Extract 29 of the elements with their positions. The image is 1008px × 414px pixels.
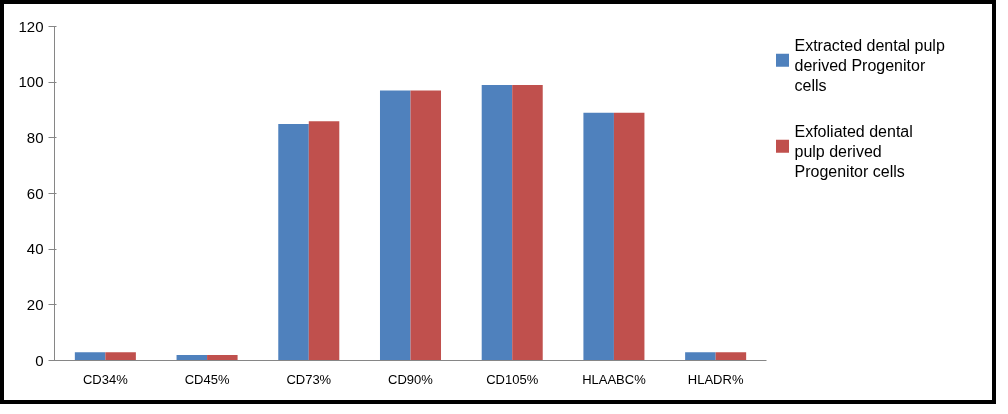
bar	[583, 112, 614, 361]
bar	[512, 84, 543, 361]
bar	[207, 354, 238, 361]
y-tick-label: 0	[35, 351, 44, 369]
x-tick-label: CD45%	[184, 371, 230, 387]
bar	[613, 112, 645, 361]
y-tick-label: 80	[26, 128, 44, 146]
y-tick-label: 40	[26, 240, 44, 258]
x-tick-label: HLADR%	[687, 371, 744, 387]
y-tick-label: 60	[26, 184, 44, 202]
bar	[105, 352, 136, 361]
bar	[410, 90, 442, 361]
y-tick-label: 120	[18, 17, 44, 35]
bar	[308, 121, 340, 361]
x-tick-label: CD90%	[388, 371, 434, 387]
y-tick-label: 20	[26, 295, 44, 313]
legend-label: Exfoliated dental pulp derived Progenitor cells	[794, 123, 913, 180]
y-tick-label: 100	[18, 73, 44, 91]
bar	[481, 84, 513, 361]
x-tick-label: CD105%	[486, 371, 539, 387]
legend-label: Extracted dental pulp derived Progenitor cells	[794, 37, 945, 94]
x-tick-label: CD34%	[82, 371, 129, 387]
bar	[715, 352, 747, 361]
x-tick-label: HLAABC%	[582, 371, 647, 387]
bar	[74, 352, 106, 361]
bar	[685, 352, 716, 361]
bar	[278, 123, 309, 361]
x-tick-label: CD73%	[286, 371, 332, 387]
bar	[379, 90, 411, 361]
